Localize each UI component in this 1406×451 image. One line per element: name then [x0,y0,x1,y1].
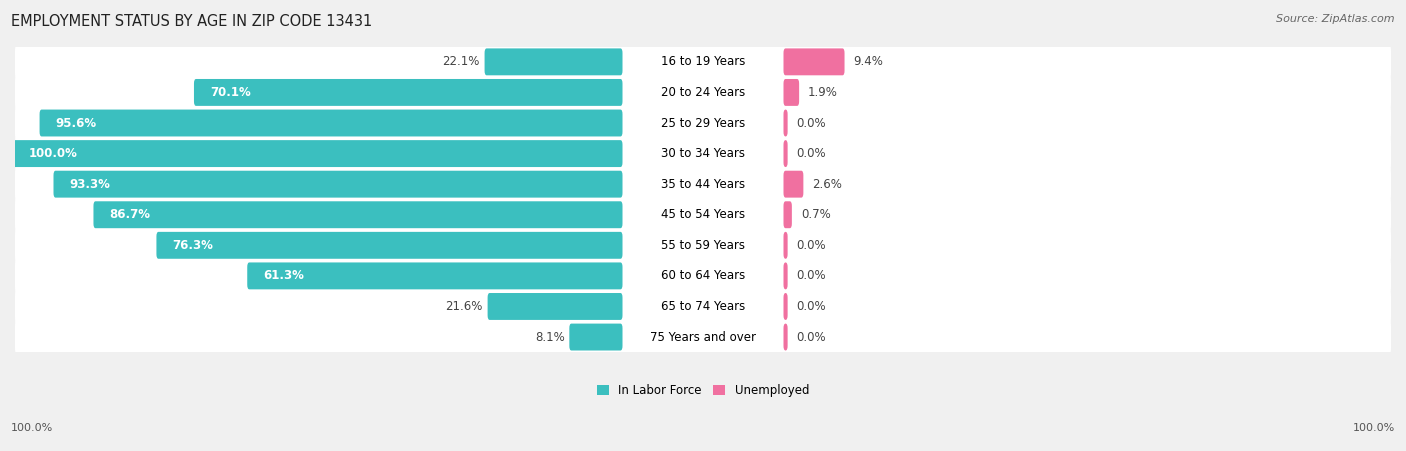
Text: 22.1%: 22.1% [443,55,479,69]
FancyBboxPatch shape [15,226,1391,265]
Text: 9.4%: 9.4% [853,55,883,69]
Text: 93.3%: 93.3% [69,178,110,191]
FancyBboxPatch shape [485,48,623,75]
Text: 76.3%: 76.3% [173,239,214,252]
Text: 65 to 74 Years: 65 to 74 Years [661,300,745,313]
FancyBboxPatch shape [15,42,1391,82]
FancyBboxPatch shape [39,110,623,137]
Text: 61.3%: 61.3% [263,269,304,282]
Text: 86.7%: 86.7% [110,208,150,221]
FancyBboxPatch shape [15,133,1391,174]
FancyBboxPatch shape [783,293,787,320]
FancyBboxPatch shape [15,286,1391,327]
Text: EMPLOYMENT STATUS BY AGE IN ZIP CODE 13431: EMPLOYMENT STATUS BY AGE IN ZIP CODE 134… [11,14,373,28]
Text: 100.0%: 100.0% [1353,423,1395,433]
Legend: In Labor Force, Unemployed: In Labor Force, Unemployed [592,379,814,401]
Text: 0.0%: 0.0% [797,116,827,129]
FancyBboxPatch shape [15,73,1391,112]
FancyBboxPatch shape [783,110,787,137]
Text: 0.0%: 0.0% [797,269,827,282]
FancyBboxPatch shape [194,79,623,106]
FancyBboxPatch shape [15,256,1391,296]
FancyBboxPatch shape [53,171,623,198]
FancyBboxPatch shape [783,48,845,75]
Text: 2.6%: 2.6% [813,178,842,191]
FancyBboxPatch shape [783,262,787,290]
Text: 35 to 44 Years: 35 to 44 Years [661,178,745,191]
Text: 8.1%: 8.1% [534,331,565,344]
Text: 21.6%: 21.6% [446,300,482,313]
Text: 20 to 24 Years: 20 to 24 Years [661,86,745,99]
FancyBboxPatch shape [783,232,787,259]
Text: 0.7%: 0.7% [801,208,831,221]
FancyBboxPatch shape [93,201,623,228]
FancyBboxPatch shape [15,195,1391,235]
Text: 100.0%: 100.0% [11,423,53,433]
Text: Source: ZipAtlas.com: Source: ZipAtlas.com [1277,14,1395,23]
Text: 45 to 54 Years: 45 to 54 Years [661,208,745,221]
Text: 75 Years and over: 75 Years and over [650,331,756,344]
Text: 55 to 59 Years: 55 to 59 Years [661,239,745,252]
Text: 25 to 29 Years: 25 to 29 Years [661,116,745,129]
Text: 95.6%: 95.6% [55,116,97,129]
Text: 16 to 19 Years: 16 to 19 Years [661,55,745,69]
FancyBboxPatch shape [783,79,799,106]
Text: 0.0%: 0.0% [797,239,827,252]
FancyBboxPatch shape [783,171,803,198]
Text: 70.1%: 70.1% [209,86,250,99]
FancyBboxPatch shape [15,317,1391,357]
Text: 0.0%: 0.0% [797,147,827,160]
FancyBboxPatch shape [488,293,623,320]
Text: 1.9%: 1.9% [808,86,838,99]
FancyBboxPatch shape [247,262,623,290]
FancyBboxPatch shape [15,164,1391,204]
FancyBboxPatch shape [783,140,787,167]
FancyBboxPatch shape [783,201,792,228]
FancyBboxPatch shape [156,232,623,259]
Text: 60 to 64 Years: 60 to 64 Years [661,269,745,282]
Text: 100.0%: 100.0% [28,147,77,160]
FancyBboxPatch shape [569,323,623,350]
Text: 0.0%: 0.0% [797,300,827,313]
Text: 30 to 34 Years: 30 to 34 Years [661,147,745,160]
FancyBboxPatch shape [15,103,1391,143]
Text: 0.0%: 0.0% [797,331,827,344]
FancyBboxPatch shape [13,140,623,167]
FancyBboxPatch shape [783,323,787,350]
